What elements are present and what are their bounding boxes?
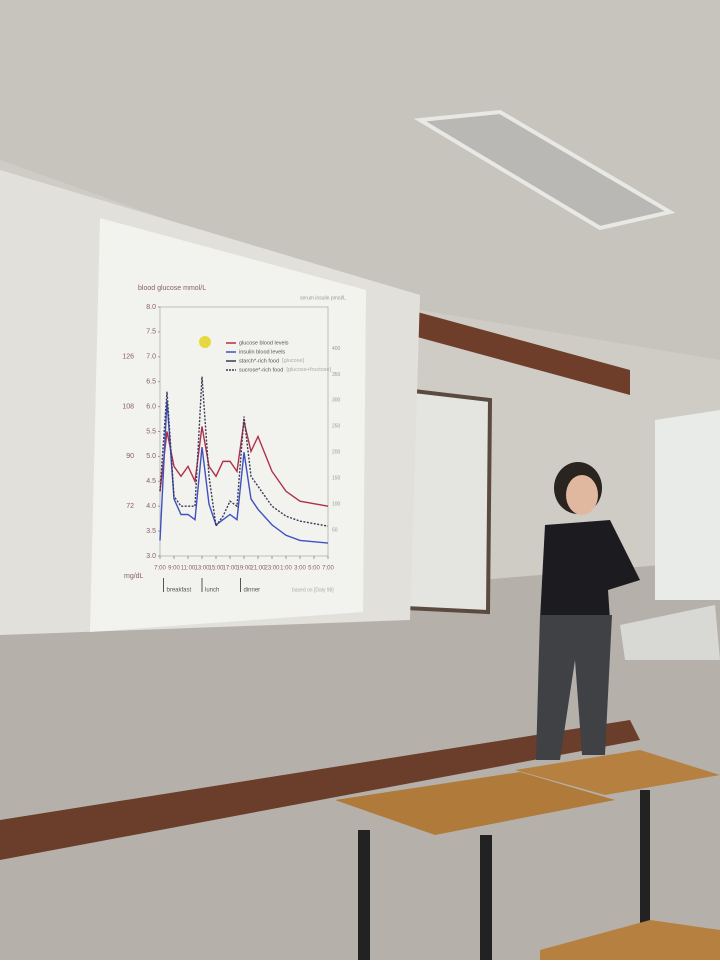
desk-top [335,772,615,835]
x-tick-label: 17:00 [222,566,238,572]
x-tick-label: 13:00 [194,566,210,572]
y-tick-label: 7.5 [146,329,156,336]
x-tick-label: 7:00 [322,566,334,572]
meal-label: lunch [205,588,219,594]
y2-tick-label: 50 [332,527,338,533]
legend-note: [glucose] [282,358,304,364]
y-tick-label: 3.5 [146,528,156,535]
y2-tick-label: 150 [332,476,341,482]
desk-leg [480,835,492,960]
sweater [540,520,640,620]
data-line [159,376,329,528]
y-tick-label: 4.5 [146,478,156,485]
projected-slide [90,218,366,632]
mg-tick-label: 108 [122,403,134,410]
meal-label: breakfast [167,588,192,594]
y2-tick-label: 300 [332,398,341,404]
y2-tick-label: 400 [332,346,341,352]
x-tick-label: 19:00 [236,566,252,572]
baseboard [0,720,640,860]
y-tick-label: 5.5 [146,428,156,435]
y-tick-label: 7.0 [146,354,156,361]
y-tick-label: 3.0 [146,553,156,560]
mg-tick-label: 90 [126,453,134,460]
desk-top [540,920,720,960]
desk-leg [640,790,650,930]
x-tick-label: 21:00 [250,566,266,572]
slide-chart: blood glucose mmol/L serum insulin pmol/L… [122,285,346,594]
x-tick-label: 3:00 [294,566,306,572]
desk-leg [358,830,370,960]
x-tick-label: 1:00 [280,566,292,572]
data-line [159,400,329,544]
sun-icon [199,336,211,348]
desks [335,750,720,960]
legend-label: insulin blood levels [239,349,285,355]
source: based on [Daly 98] [292,587,334,593]
ceiling-light [413,109,676,231]
mg-tick-label: 126 [122,354,134,361]
y2-tick-label: 350 [332,372,341,378]
face [566,475,598,515]
legend-label: starch*-rich food [glucose] [239,358,305,364]
trousers [536,615,612,760]
x-tick-label: 9:00 [168,566,180,572]
ceiling [0,0,720,360]
y-tick-label: 8.0 [146,304,156,311]
lectern [620,605,720,660]
whiteboard [403,387,493,615]
x-tick-label: 15:00 [208,566,224,572]
presenter [536,462,640,760]
y-tick-label: 6.5 [146,379,156,386]
y2-tick-label: 250 [332,424,341,430]
data-line [159,421,329,507]
y-axis-label: blood glucose mmol/L [138,285,206,292]
legend-label: glucose blood levels [239,340,289,346]
y-tick-label: 6.0 [146,403,156,410]
y2-axis-label: serum insulin pmol/L [300,295,346,301]
window [655,410,720,600]
x-tick-label: 23:00 [264,566,280,572]
x-tick-label: 7:00 [154,566,166,572]
legend-note: [glucose+fructose] [286,367,331,373]
x-tick-label: 5:00 [308,566,320,572]
y2-tick-label: 200 [332,450,341,456]
desk-top [515,750,720,795]
y2-tick-label: 100 [332,501,341,507]
y-tick-label: 5.0 [146,453,156,460]
wall-trim [410,310,630,395]
x-tick-label: 11:00 [181,566,196,572]
mg-unit: mg/dL [124,573,144,580]
y-tick-label: 4.0 [146,503,156,510]
meal-label: dinner [244,588,261,594]
mg-tick-label: 72 [126,503,134,510]
